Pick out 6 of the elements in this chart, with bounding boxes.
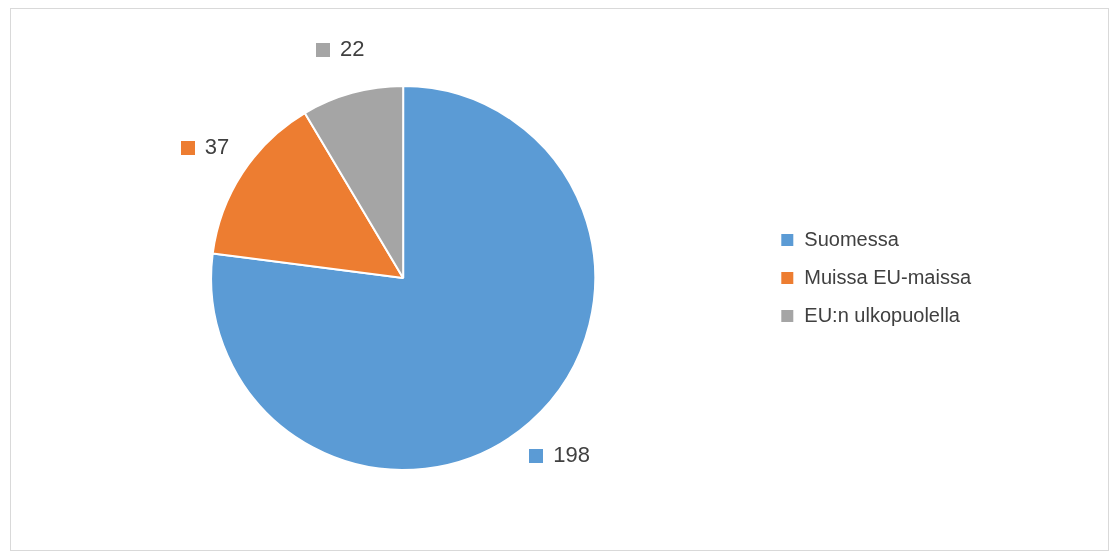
data-label: 37: [204, 134, 230, 160]
legend-label: EU:n ulkopuolella: [804, 303, 961, 326]
legend-label: Muissa EU-maissa: [804, 265, 972, 288]
data-label: 22: [339, 35, 365, 61]
legend-label: Suomessa: [804, 227, 900, 250]
data-label: 198: [553, 442, 591, 468]
